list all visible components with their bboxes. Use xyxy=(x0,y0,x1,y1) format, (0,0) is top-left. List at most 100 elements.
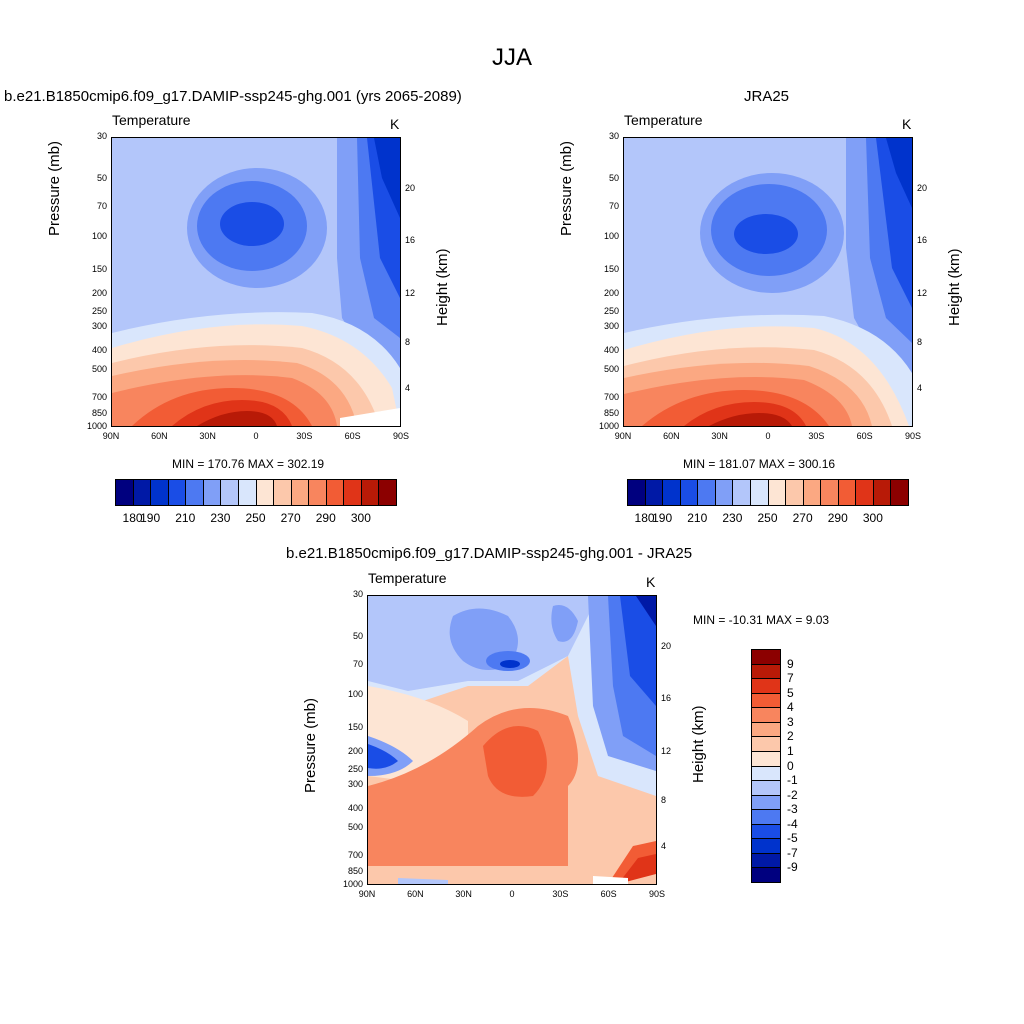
panel2-title: JRA25 xyxy=(744,88,790,105)
y-tick-label: 300 xyxy=(603,321,619,332)
x-tick-label: 90N xyxy=(358,889,376,899)
colorbar-label: 270 xyxy=(280,511,301,525)
x-tick-label: 30N xyxy=(455,889,472,899)
colorbar-label: 210 xyxy=(175,511,196,525)
x-tick-label: 0 xyxy=(765,431,771,441)
y2-tick-label: 12 xyxy=(917,287,928,298)
x-tick-label: 30N xyxy=(711,431,728,441)
y-tick-label: 400 xyxy=(347,803,363,814)
fill-band xyxy=(620,596,656,706)
panel3-title: b.e21.B1850cmip6.f09_g17.DAMIP-ssp245-gh… xyxy=(286,545,693,562)
colorbar-swatch xyxy=(273,479,292,506)
fill-band xyxy=(886,138,912,208)
x-tick-label: 0 xyxy=(509,889,515,899)
colorbar-swatch xyxy=(751,867,781,883)
panel3-min-max: MIN = -10.31 MAX = 9.03 xyxy=(693,613,830,627)
y-tick-label: 50 xyxy=(352,631,363,642)
panel1-title: b.e21.B1850cmip6.f09_g17.DAMIP-ssp245-gh… xyxy=(4,88,462,105)
fill-band xyxy=(709,413,792,426)
colorbar-label: 3 xyxy=(787,714,794,729)
x-tick-label: 60S xyxy=(856,431,873,441)
y-tick-label: 30 xyxy=(96,131,107,141)
panel1-y2-axis-title: Height (km) xyxy=(434,248,451,326)
y2-tick-label: 16 xyxy=(405,235,416,246)
y2-tick-label: 8 xyxy=(917,336,923,347)
colorbar-label: -2 xyxy=(787,787,798,802)
fill-band xyxy=(368,744,398,769)
y-tick-label: 1000 xyxy=(598,421,619,431)
x-tick-label: 90N xyxy=(102,431,120,441)
x-tick-label: 60S xyxy=(344,431,361,441)
x-tick-label: 90S xyxy=(648,889,665,899)
colorbar-swatch xyxy=(751,823,781,840)
y-tick-label: 400 xyxy=(603,345,619,356)
y-tick-label: 150 xyxy=(603,264,619,275)
colorbar-swatch xyxy=(751,707,781,723)
x-tick-label: 30S xyxy=(296,431,313,441)
colorbar-label: 250 xyxy=(757,511,778,525)
x-tick-label: 60S xyxy=(600,889,617,899)
colorbar-label: 290 xyxy=(827,511,848,525)
y-tick-label: 850 xyxy=(603,407,619,418)
colorbar-label: 9 xyxy=(787,656,794,671)
colorbar-swatch xyxy=(220,479,239,506)
y-tick-label: 70 xyxy=(96,201,107,212)
colorbar-label: -7 xyxy=(787,845,798,860)
panel2-units-label: K xyxy=(902,116,912,132)
y-tick-label: 1000 xyxy=(86,421,107,431)
panel3-contour-svg xyxy=(368,596,656,884)
panel2-y-axis-title: Pressure (mb) xyxy=(558,140,575,236)
y-tick-label: 150 xyxy=(91,264,107,275)
fill-band xyxy=(374,138,400,218)
fill-band xyxy=(500,660,520,668)
colorbar-swatch xyxy=(132,479,152,506)
panel1-units-label: K xyxy=(390,116,400,132)
colorbar-label: -1 xyxy=(787,773,798,788)
colorbar-label: 0 xyxy=(787,758,794,773)
colorbar-label: 4 xyxy=(787,700,794,715)
colorbar-swatch xyxy=(237,479,257,506)
y-tick-label: 30 xyxy=(352,589,363,599)
y-tick-label: 30 xyxy=(608,131,619,141)
y-tick-label: 300 xyxy=(347,779,363,790)
fill-band xyxy=(551,605,578,642)
colorbar-swatch xyxy=(255,479,275,506)
colorbar-swatch xyxy=(644,479,664,506)
colorbar-label: 290 xyxy=(315,511,336,525)
x-tick-label: 30S xyxy=(552,889,569,899)
y-tick-label: 500 xyxy=(347,821,363,832)
colorbar-swatch xyxy=(662,479,681,506)
fill-band xyxy=(483,726,547,797)
y-tick-label: 200 xyxy=(91,287,107,298)
colorbar-swatch xyxy=(714,479,734,506)
y-tick-label: 300 xyxy=(91,321,107,332)
x-tick-label: 0 xyxy=(253,431,259,441)
colorbar-swatch xyxy=(751,765,781,782)
x-tick-label: 90N xyxy=(614,431,632,441)
colorbar-swatch xyxy=(751,678,781,694)
y-tick-label: 400 xyxy=(91,345,107,356)
fill-band xyxy=(220,202,284,246)
y2-tick-label: 20 xyxy=(661,641,672,652)
x-tick-label: 90S xyxy=(904,431,921,441)
y-tick-label: 50 xyxy=(96,173,107,184)
colorbar-label: -5 xyxy=(787,831,798,846)
fill-band xyxy=(593,876,628,884)
colorbar-swatch xyxy=(751,736,781,752)
colorbar-label: -4 xyxy=(787,816,798,831)
fill-band xyxy=(197,411,277,426)
y-tick-label: 100 xyxy=(91,230,107,241)
main-title: JJA xyxy=(491,44,532,71)
x-tick-label: 30N xyxy=(199,431,216,441)
colorbar-swatch xyxy=(343,479,362,506)
colorbar-swatch xyxy=(749,479,769,506)
colorbar-label: 7 xyxy=(787,671,794,686)
y-tick-label: 100 xyxy=(603,230,619,241)
fill-band xyxy=(398,878,448,884)
panel1-contour-svg xyxy=(112,138,400,426)
colorbar-label: 180 xyxy=(634,511,655,525)
y-tick-label: 50 xyxy=(608,173,619,184)
colorbar-label: 250 xyxy=(245,511,266,525)
colorbar-label: 270 xyxy=(792,511,813,525)
x-tick-label: 60N xyxy=(407,889,424,899)
